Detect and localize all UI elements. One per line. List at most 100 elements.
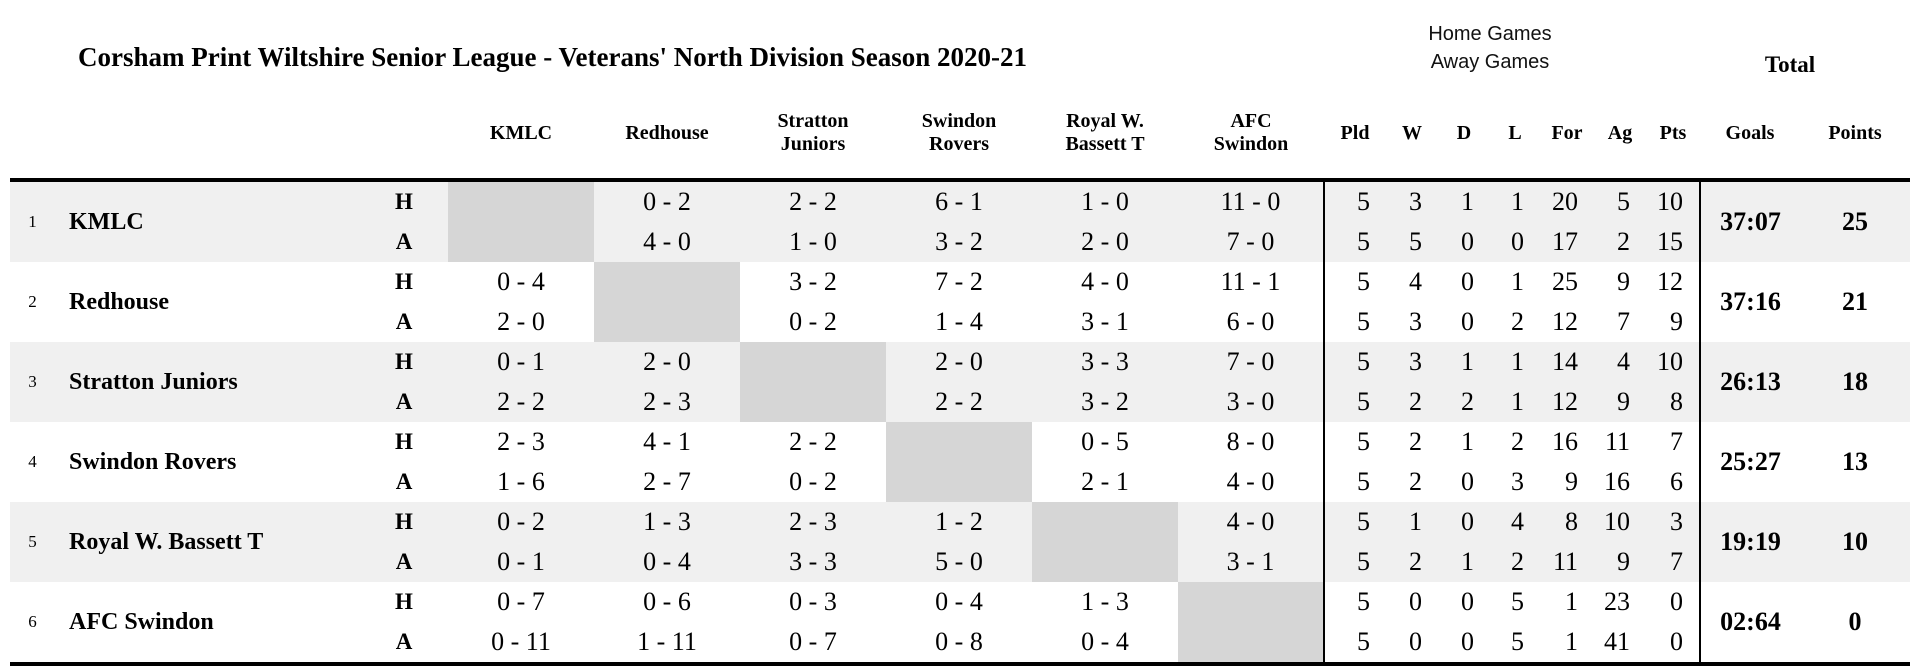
team-name: AFC Swindon xyxy=(55,582,360,664)
total-points-cell: 21 xyxy=(1800,262,1910,342)
score-cell: 0 - 2 xyxy=(740,462,886,502)
stat-cell: 0 xyxy=(1438,462,1490,502)
team-rank: 6 xyxy=(10,582,55,664)
score-cell: 2 - 2 xyxy=(886,382,1032,422)
stat-cell: 4 xyxy=(1594,342,1646,382)
stat-cell: 2 xyxy=(1386,542,1438,582)
score-cell: 2 - 0 xyxy=(1032,222,1178,262)
stat-cell: 2 xyxy=(1490,302,1540,342)
stat-cell: 9 xyxy=(1594,382,1646,422)
stat-header: Pld xyxy=(1340,121,1370,144)
stat-cell: 14 xyxy=(1540,342,1594,382)
score-cell: 3 - 1 xyxy=(1178,542,1324,582)
home-away-games-legend: Home Games Away Games xyxy=(1375,20,1605,76)
stat-cell: 1 xyxy=(1438,180,1490,222)
score-cell: 0 - 11 xyxy=(448,622,594,664)
away-row-label: A xyxy=(360,222,448,262)
stat-cell: 1 xyxy=(1386,502,1438,542)
score-cell: 4 - 0 xyxy=(594,222,740,262)
stat-cell: 1 xyxy=(1438,542,1490,582)
stat-cell: 1 xyxy=(1438,342,1490,382)
stat-header: Ag xyxy=(1607,121,1633,144)
score-cell: 1 - 6 xyxy=(448,462,594,502)
score-cell: 0 - 2 xyxy=(740,302,886,342)
score-cell: 0 - 3 xyxy=(740,582,886,622)
score-cell: 0 - 4 xyxy=(886,582,1032,622)
score-cell: 0 - 4 xyxy=(448,262,594,302)
score-cell: 0 - 2 xyxy=(594,180,740,222)
stat-cell: 8 xyxy=(1540,502,1594,542)
stat-cell: 5 xyxy=(1386,222,1438,262)
self-match-cell xyxy=(1178,582,1324,664)
away-games-label: Away Games xyxy=(1430,51,1550,73)
stat-cell: 12 xyxy=(1540,382,1594,422)
total-points-cell: 10 xyxy=(1800,502,1910,582)
stat-cell: 3 xyxy=(1386,342,1438,382)
stat-cell: 2 xyxy=(1490,542,1540,582)
total-points-cell: 0 xyxy=(1800,582,1910,664)
stat-cell: 7 xyxy=(1646,422,1700,462)
away-row-label: A xyxy=(360,382,448,422)
stat-cell: 2 xyxy=(1490,422,1540,462)
stat-cell: 5 xyxy=(1323,262,1386,302)
stat-cell: 0 xyxy=(1438,262,1490,302)
score-cell: 3 - 3 xyxy=(740,542,886,582)
page-title: Corsham Print Wiltshire Senior League - … xyxy=(78,42,1028,72)
away-row-label: A xyxy=(360,302,448,342)
team-name: Royal W. Bassett T xyxy=(55,502,360,582)
stat-cell: 10 xyxy=(1646,342,1700,382)
score-cell: 2 - 3 xyxy=(594,382,740,422)
stat-cell: 6 xyxy=(1646,462,1700,502)
score-cell: 1 - 3 xyxy=(594,502,740,542)
team-name: Swindon Rovers xyxy=(55,422,360,502)
stat-cell: 1 xyxy=(1540,622,1594,664)
stat-cell: 10 xyxy=(1646,180,1700,222)
self-match-cell xyxy=(1032,502,1178,582)
corner-header xyxy=(10,88,448,180)
score-cell: 2 - 0 xyxy=(594,342,740,382)
stat-cell: 17 xyxy=(1540,222,1594,262)
score-cell: 2 - 0 xyxy=(448,302,594,342)
total-points-cell: 18 xyxy=(1800,342,1910,422)
score-cell: 7 - 0 xyxy=(1178,342,1324,382)
score-cell: 0 - 7 xyxy=(448,582,594,622)
stat-cell: 3 xyxy=(1386,302,1438,342)
score-cell: 0 - 1 xyxy=(448,542,594,582)
stat-cell: 4 xyxy=(1386,262,1438,302)
score-cell: 0 - 1 xyxy=(448,342,594,382)
stat-cell: 1 xyxy=(1438,422,1490,462)
score-cell: 3 - 2 xyxy=(886,222,1032,262)
stat-cell: 1 xyxy=(1490,342,1540,382)
away-row-label: A xyxy=(360,542,448,582)
home-row-label: H xyxy=(360,180,448,222)
score-cell: 2 - 2 xyxy=(740,180,886,222)
self-match-cell xyxy=(448,180,594,262)
score-cell: 1 - 2 xyxy=(886,502,1032,542)
stat-cell: 5 xyxy=(1323,462,1386,502)
stat-cell: 41 xyxy=(1594,622,1646,664)
team-rank: 2 xyxy=(10,262,55,342)
opponent-header: Stratton Juniors xyxy=(777,110,849,155)
score-cell: 0 - 2 xyxy=(448,502,594,542)
score-cell: 1 - 0 xyxy=(740,222,886,262)
score-cell: 3 - 3 xyxy=(1032,342,1178,382)
home-row-label: H xyxy=(360,262,448,302)
score-cell: 2 - 1 xyxy=(1032,462,1178,502)
team-rank: 1 xyxy=(10,180,55,262)
league-cross-table: KMLC Redhouse Stratton Juniors Swindon Rove… xyxy=(10,88,1910,666)
stat-header: L xyxy=(1508,121,1522,144)
score-cell: 0 - 5 xyxy=(1032,422,1178,462)
self-match-cell xyxy=(594,262,740,342)
score-cell: 6 - 0 xyxy=(1178,302,1324,342)
stat-header: For xyxy=(1551,121,1583,144)
total-goals-cell: 26:13 xyxy=(1699,342,1800,422)
score-cell: 1 - 0 xyxy=(1032,180,1178,222)
goals-header: Goals xyxy=(1725,121,1775,144)
